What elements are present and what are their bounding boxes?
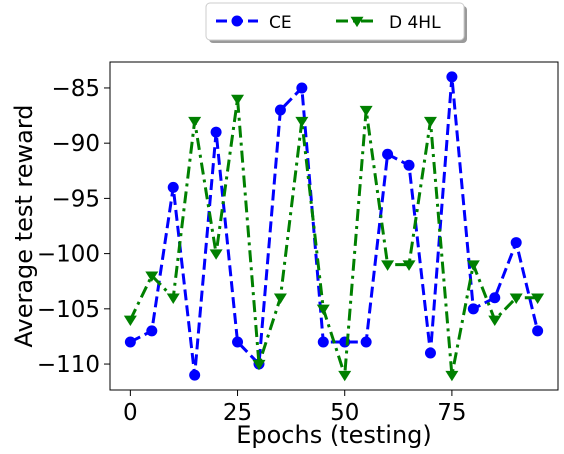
data-point bbox=[489, 292, 501, 304]
data-point bbox=[124, 336, 136, 348]
data-point bbox=[166, 293, 180, 304]
legend: CE D 4HL bbox=[205, 2, 467, 43]
series-d-4hl bbox=[123, 94, 545, 382]
legend-label: D 4HL bbox=[389, 13, 441, 33]
y-tick-label: −110 bbox=[37, 352, 100, 378]
data-point bbox=[403, 159, 415, 171]
x-tick-label: 75 bbox=[437, 400, 466, 426]
data-point bbox=[381, 260, 395, 271]
series-layer bbox=[123, 71, 545, 382]
data-point bbox=[189, 369, 201, 381]
plot-area-frame bbox=[109, 61, 559, 391]
data-point bbox=[274, 104, 286, 116]
x-axis: 0 25 50 75 bbox=[123, 390, 467, 426]
data-point bbox=[123, 315, 137, 327]
data-point bbox=[466, 260, 480, 271]
y-tick-label: −105 bbox=[37, 297, 100, 323]
data-point bbox=[509, 293, 523, 304]
series-ce bbox=[124, 71, 544, 381]
series-line-d-4hl bbox=[129, 97, 538, 377]
data-point bbox=[145, 271, 159, 282]
y-tick-label: −90 bbox=[51, 131, 100, 157]
data-point bbox=[210, 126, 222, 138]
data-point bbox=[167, 181, 179, 193]
data-point bbox=[402, 260, 416, 271]
y-axis: −110 −105 −100 −95 −90 −85 bbox=[37, 76, 110, 378]
data-point bbox=[188, 116, 202, 128]
data-point bbox=[360, 336, 372, 348]
legend-marker bbox=[231, 15, 243, 27]
legend-label: CE bbox=[269, 13, 292, 33]
data-point bbox=[467, 303, 479, 315]
data-point bbox=[338, 370, 352, 382]
data-point bbox=[445, 370, 459, 382]
x-tick-label: 0 bbox=[123, 400, 138, 426]
x-tick-label: 25 bbox=[223, 400, 252, 426]
x-axis-label: Epochs (testing) bbox=[236, 421, 432, 449]
data-point bbox=[446, 71, 458, 83]
x-tick-label: 50 bbox=[330, 400, 359, 426]
data-point bbox=[488, 315, 502, 327]
legend-box bbox=[205, 2, 465, 41]
data-point bbox=[295, 116, 309, 128]
data-point bbox=[316, 304, 330, 316]
data-point bbox=[232, 336, 244, 348]
data-point bbox=[531, 293, 545, 304]
data-point bbox=[146, 325, 158, 337]
data-point bbox=[252, 359, 266, 371]
data-point bbox=[296, 82, 308, 94]
data-point bbox=[209, 249, 223, 260]
data-point bbox=[532, 325, 544, 337]
data-point bbox=[510, 237, 522, 249]
data-point bbox=[317, 336, 329, 348]
data-point bbox=[359, 105, 373, 117]
legend-marker bbox=[350, 16, 364, 28]
data-point bbox=[382, 148, 394, 160]
y-tick-label: −100 bbox=[37, 242, 100, 268]
data-point bbox=[231, 94, 245, 106]
data-point bbox=[423, 116, 437, 128]
data-point bbox=[424, 347, 436, 359]
y-axis-label: Average test reward bbox=[10, 104, 38, 347]
y-tick-label: −95 bbox=[51, 186, 100, 212]
data-point bbox=[273, 293, 287, 304]
y-tick-label: −85 bbox=[51, 76, 100, 102]
